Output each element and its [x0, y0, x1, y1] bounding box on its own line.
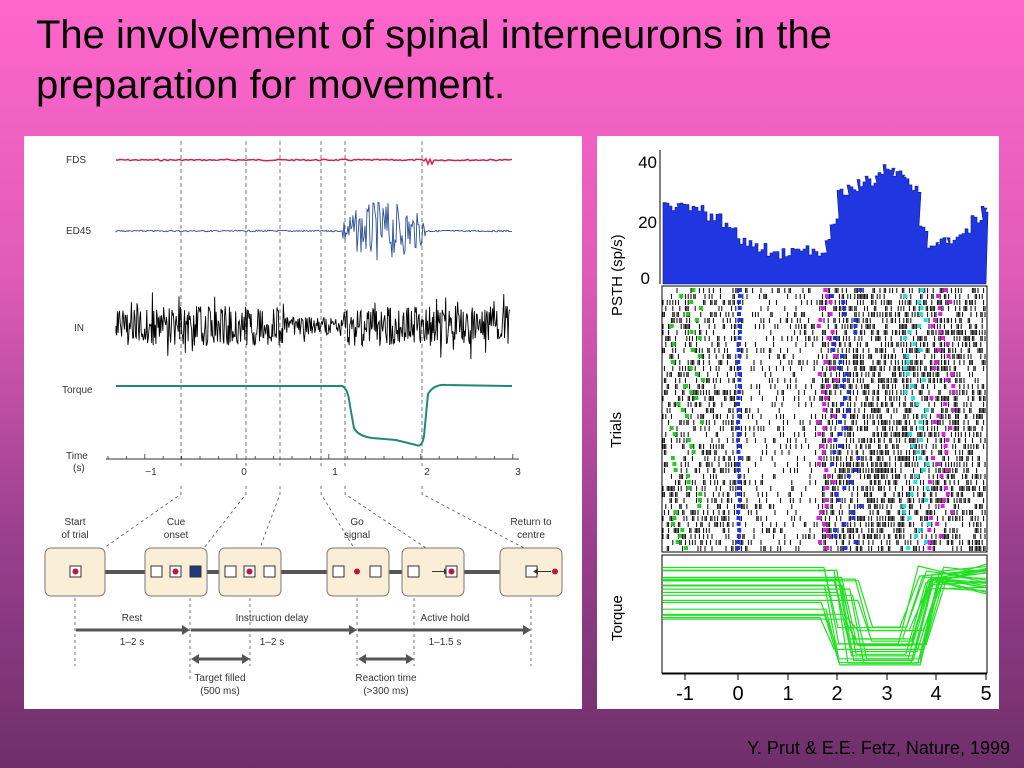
- event-go-label-1: Go: [350, 517, 364, 528]
- time-axis-label: Time: [66, 451, 88, 462]
- psth-histogram: [662, 164, 989, 285]
- event-cue-label-2: onset: [164, 530, 189, 541]
- time-tick-0: 0: [241, 467, 247, 478]
- right-xtick-2: 2: [831, 683, 842, 705]
- time-tick-1: 1: [332, 467, 338, 478]
- phase-delay-duration: 1–2 s: [260, 637, 284, 648]
- left-figure-panel: FDS ED45 IN Torque Time (s) −1 0 1 2 3 S…: [24, 136, 582, 709]
- channel-label-in: IN: [74, 323, 84, 334]
- raster-spikes: [662, 288, 986, 551]
- phase-rest-label: Rest: [122, 613, 143, 624]
- psth-ytick-0: 0: [641, 269, 650, 288]
- task-box-start: [44, 547, 106, 597]
- event-start-label-2: of trial: [61, 530, 88, 541]
- raster-ylabel: Trials: [608, 412, 625, 448]
- right-xtick-4: 4: [930, 683, 941, 705]
- right-figure-panel: PSTH (sp/s) 40 20 0 Trials Torque -1 0 1…: [597, 136, 999, 709]
- citation: Y. Prut & E.E. Fetz, Nature, 1999: [747, 738, 1010, 758]
- reaction-time-label-1: Reaction time: [355, 673, 417, 684]
- time-axis-unit: (s): [73, 463, 85, 474]
- right-xtick-3: 3: [881, 683, 892, 705]
- torque-trace-left: [116, 383, 513, 447]
- reaction-time-label-2: (>300 ms): [363, 686, 408, 697]
- time-tick-2: 2: [424, 467, 430, 478]
- psth-ylabel: PSTH (sp/s): [609, 234, 626, 316]
- phase-rest-duration: 1–2 s: [120, 637, 144, 648]
- raster-markers: [669, 288, 956, 550]
- target-filled-label-1: Target filled: [194, 673, 245, 684]
- channel-label-fds: FDS: [66, 155, 86, 166]
- phase-hold-label: Active hold: [421, 613, 470, 624]
- event-return-label-2: centre: [517, 530, 545, 541]
- psth-ytick-40: 40: [638, 153, 657, 172]
- time-tick-neg1: −1: [145, 467, 157, 478]
- torque-ylabel: Torque: [609, 595, 626, 641]
- in-trace: [115, 292, 510, 360]
- torque-traces: [663, 563, 987, 666]
- right-xtick-1: 1: [782, 683, 793, 705]
- psth-ytick-20: 20: [638, 213, 657, 232]
- event-return-label-1: Return to: [510, 517, 552, 528]
- phase-hold-duration: 1–1.5 s: [429, 637, 462, 648]
- right-xtick-5: 5: [980, 683, 991, 705]
- task-box-delay: [218, 547, 282, 597]
- event-go-label-2: signal: [344, 530, 370, 541]
- time-tick-3: 3: [515, 467, 521, 478]
- task-box-go: [326, 547, 390, 597]
- task-box-hold: [401, 547, 465, 597]
- fds-trace: [115, 157, 513, 167]
- ed45-trace: [115, 201, 513, 261]
- slide-title: The involvement of spinal interneurons i…: [36, 13, 833, 107]
- task-box-cue: [144, 547, 208, 597]
- right-xtick-0: 0: [732, 683, 743, 705]
- right-xtick-neg1: -1: [676, 683, 694, 705]
- event-start-label-1: Start: [64, 517, 85, 528]
- event-cue-label-1: Cue: [167, 517, 186, 528]
- target-filled-label-2: (500 ms): [200, 686, 239, 697]
- task-box-return: [499, 547, 563, 597]
- channel-label-ed45: ED45: [66, 226, 91, 237]
- channel-label-torque: Torque: [62, 385, 93, 396]
- phase-delay-label: Instruction delay: [236, 613, 309, 624]
